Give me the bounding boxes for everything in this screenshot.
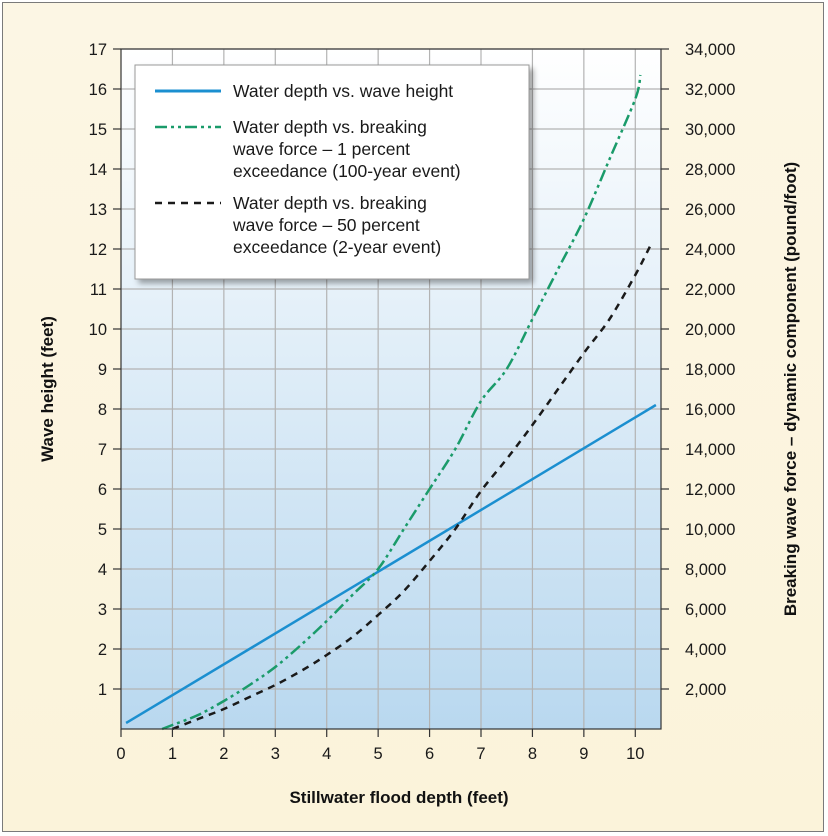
y-right-tick-label: 24,000 <box>685 241 735 259</box>
y-left-tick-label: 4 <box>98 561 107 579</box>
y-left-tick-label: 6 <box>98 481 107 499</box>
legend-label-force-100yr-line1: Water depth vs. breaking <box>233 117 427 137</box>
y-right-tick-label: 14,000 <box>685 441 735 459</box>
x-tick-label: 2 <box>219 745 228 763</box>
y-right-tick-label: 34,000 <box>685 41 735 59</box>
y-right-tick-label: 10,000 <box>685 521 735 539</box>
series-line-force-100yr <box>161 74 642 731</box>
legend-label-force-2yr-line2: wave force – 50 percent <box>232 215 420 235</box>
y-left-tick-label: 3 <box>98 601 107 619</box>
x-tick-label: 8 <box>528 745 537 763</box>
axis-ticks <box>113 48 669 737</box>
y-left-tick-label: 9 <box>98 361 107 379</box>
x-axis-title: Stillwater flood depth (feet) <box>289 788 508 807</box>
y-left-tick-label: 10 <box>89 321 107 339</box>
x-tick-label: 10 <box>626 745 644 763</box>
y-left-tick-label: 13 <box>89 201 107 219</box>
x-tick-label: 7 <box>476 745 485 763</box>
y-right-tick-label: 18,000 <box>685 361 735 379</box>
plot-border <box>120 48 662 730</box>
y-right-tick-label: 8,000 <box>685 561 726 579</box>
y-left-tick-label: 1 <box>98 681 107 699</box>
x-tick-label: 1 <box>168 745 177 763</box>
legend: Water depth vs. wave height Water depth … <box>134 64 530 280</box>
y-right-tick-label: 32,000 <box>685 81 735 99</box>
y-left-tick-label: 14 <box>89 161 107 179</box>
y-left-tick-label: 2 <box>98 641 107 659</box>
y-left-axis-title: Wave height (feet) <box>38 316 57 462</box>
y-left-tick-label: 12 <box>89 241 107 259</box>
y-right-tick-label: 26,000 <box>685 201 735 219</box>
y-left-tick-label: 7 <box>98 441 107 459</box>
y-right-axis-title: Breaking wave force – dynamic component … <box>781 162 800 616</box>
legend-label-wave-height: Water depth vs. wave height <box>233 81 453 101</box>
x-tick-label: 4 <box>322 745 331 763</box>
y-right-tick-labels: 2,000 4,000 6,000 8,000 10,000 12,000 14,000 16… <box>685 41 735 699</box>
y-right-tick-label: 28,000 <box>685 161 735 179</box>
x-tick-label: 5 <box>374 745 383 763</box>
y-right-tick-label: 4,000 <box>685 641 726 659</box>
series-line-wave-height <box>125 403 657 725</box>
y-right-tick-label: 6,000 <box>685 601 726 619</box>
y-right-tick-label: 12,000 <box>685 481 735 499</box>
y-right-tick-label: 22,000 <box>685 281 735 299</box>
y-right-tick-label: 2,000 <box>685 681 726 699</box>
legend-box <box>134 64 530 280</box>
x-tick-labels: 0 1 2 3 4 5 6 7 8 9 10 <box>116 745 644 763</box>
legend-label-force-2yr-line1: Water depth vs. breaking <box>233 193 427 213</box>
x-tick-label: 6 <box>425 745 434 763</box>
y-left-tick-label: 15 <box>89 121 107 139</box>
legend-label-force-100yr-line3: exceedance (100-year event) <box>233 161 461 181</box>
y-right-tick-label: 30,000 <box>685 121 735 139</box>
x-tick-label: 3 <box>271 745 280 763</box>
y-right-tick-label: 20,000 <box>685 321 735 339</box>
legend-label-force-2yr-line3: exceedance (2-year event) <box>233 237 441 257</box>
x-tick-label: 9 <box>579 745 588 763</box>
legend-label-force-100yr-line2: wave force – 1 percent <box>232 139 410 159</box>
series-layer <box>125 74 657 731</box>
x-tick-label: 0 <box>116 745 125 763</box>
y-left-tick-label: 5 <box>98 521 107 539</box>
series-line-force-2yr <box>171 244 652 731</box>
y-left-tick-label: 17 <box>89 41 107 59</box>
y-left-tick-label: 8 <box>98 401 107 419</box>
y-left-tick-label: 16 <box>89 81 107 99</box>
y-right-tick-label: 16,000 <box>685 401 735 419</box>
y-left-tick-label: 11 <box>90 281 107 299</box>
